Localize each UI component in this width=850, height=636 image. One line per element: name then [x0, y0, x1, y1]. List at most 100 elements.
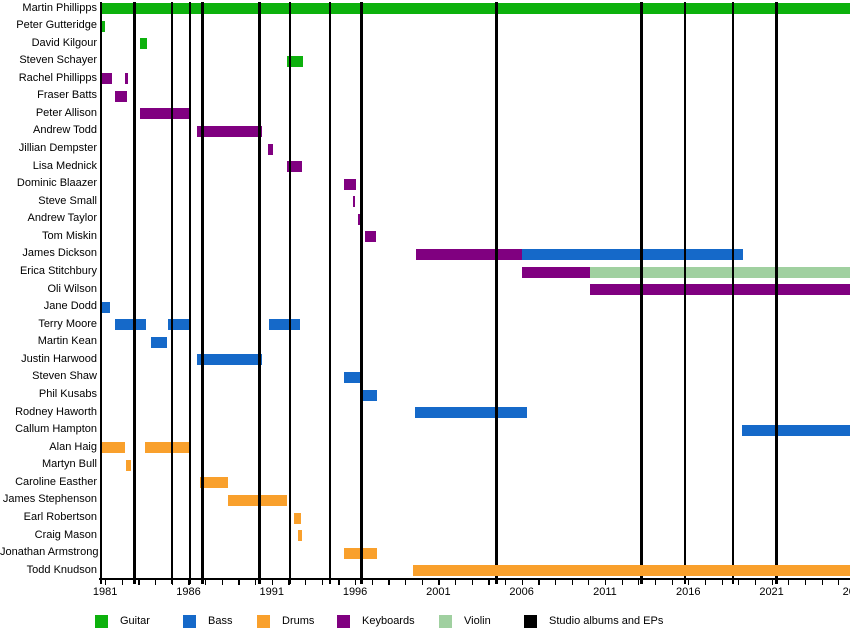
axis-tick-label: 1991 [259, 586, 284, 598]
axis-tick-label: 2006 [509, 586, 534, 598]
member-label: Callum Hampton [15, 423, 97, 436]
axis-tick [121, 579, 123, 585]
timeline-bar-keyboards [344, 178, 356, 190]
legend-label: Studio albums and EPs [549, 615, 664, 627]
axis-tick [521, 579, 523, 585]
album-release-line [201, 2, 204, 584]
timeline-bar-drums [125, 459, 131, 471]
member-label: Rodney Haworth [15, 405, 97, 418]
axis-tick [255, 579, 257, 585]
axis-tick [821, 579, 823, 585]
axis-tick [838, 579, 840, 585]
axis-tick [804, 579, 807, 585]
album-release-line [328, 2, 332, 584]
x-axis-line [99, 578, 850, 580]
member-label: Fraser Batts [37, 89, 97, 102]
member-label: Lisa Mednick [32, 159, 97, 172]
album-release-line [495, 2, 498, 584]
axis-tick [688, 579, 690, 585]
album-release-line [360, 2, 363, 584]
album-release-line [133, 2, 136, 584]
member-label: Steven Shaw [32, 370, 97, 383]
timeline-bar-bass [521, 248, 744, 260]
axis-tick [721, 579, 723, 585]
axis-tick [788, 579, 790, 585]
axis-tick [588, 579, 590, 585]
timeline-bar-keyboards [286, 161, 302, 173]
axis-tick [105, 579, 107, 585]
plot-left-border [100, 2, 102, 584]
album-release-line [258, 2, 261, 584]
album-release-line [288, 2, 292, 584]
timeline-bar-drums [228, 494, 287, 506]
member-label: Oli Wilson [47, 282, 97, 295]
album-release-line [188, 2, 192, 584]
legend-swatch [439, 615, 452, 628]
member-label: David Kilgour [31, 36, 97, 49]
legend-label: Drums [282, 615, 315, 627]
member-label: Erica Stitchbury [19, 265, 97, 278]
member-label: Jonathan Armstrong [0, 546, 99, 559]
timeline-bar-keyboards [352, 196, 356, 208]
axis-tick [355, 579, 357, 585]
album-release-line [640, 2, 643, 584]
timeline-bar-bass [363, 389, 377, 401]
axis-tick [604, 579, 607, 585]
album-release-line [683, 2, 687, 584]
member-label: James Dickson [22, 247, 97, 260]
axis-tick [704, 579, 707, 585]
axis-tick [771, 579, 773, 585]
axis-tick [654, 579, 657, 585]
axis-tick-label: 2021 [759, 586, 784, 598]
legend-swatch [183, 615, 196, 628]
timeline-bar-drums [145, 442, 191, 454]
timeline-bar-guitar [140, 38, 147, 50]
timeline-bar-keyboards [589, 284, 850, 296]
axis-tick [405, 579, 407, 585]
timeline-bar-bass [115, 319, 146, 331]
timeline-bar-keyboards [125, 73, 129, 85]
axis-tick [488, 579, 490, 585]
axis-tick [371, 579, 373, 585]
member-label: Todd Knudson [26, 563, 97, 576]
axis-tick [505, 579, 507, 585]
axis-tick [238, 579, 240, 585]
timeline-bar-keyboards [357, 213, 362, 225]
timeline-bar-keyboards [115, 90, 127, 102]
timeline-bar-bass [101, 301, 111, 313]
timeline-bar-drums [413, 565, 850, 577]
timeline-bar-bass [168, 319, 191, 331]
axis-tick [421, 579, 423, 585]
member-label: Justin Harwood [21, 352, 97, 365]
axis-tick [754, 579, 757, 585]
timeline-bar-drums [298, 530, 302, 542]
member-label: Phil Kusabs [38, 388, 97, 401]
axis-tick [138, 579, 140, 585]
timeline-bar-bass [196, 354, 262, 366]
axis-tick-label: 2026 [842, 586, 850, 598]
timeline-bar-guitar [101, 3, 850, 14]
axis-tick [221, 579, 223, 585]
timeline-bar-bass [344, 371, 361, 383]
axis-tick [571, 579, 573, 585]
timeline-bar-keyboards [196, 125, 262, 137]
axis-tick [305, 579, 307, 585]
legend-label: Bass [208, 615, 233, 627]
member-label: Martyn Bull [41, 458, 97, 471]
timeline-bar-bass [741, 424, 850, 436]
album-release-line [731, 2, 735, 584]
member-label: Martin Kean [37, 335, 97, 348]
legend-label: Violin [464, 615, 491, 627]
legend-label: Guitar [120, 615, 150, 627]
member-label: Craig Mason [34, 528, 97, 541]
legend-swatch [95, 615, 108, 628]
legend-swatch [524, 615, 537, 628]
timeline-bar-violin [589, 266, 850, 278]
legend-swatch [257, 615, 270, 628]
timeline-bar-drums [200, 477, 229, 489]
member-label: Peter Allison [35, 106, 97, 119]
axis-tick [671, 579, 673, 585]
axis-tick [321, 579, 323, 585]
axis-tick [205, 579, 207, 585]
axis-tick-label: 1981 [92, 586, 118, 598]
